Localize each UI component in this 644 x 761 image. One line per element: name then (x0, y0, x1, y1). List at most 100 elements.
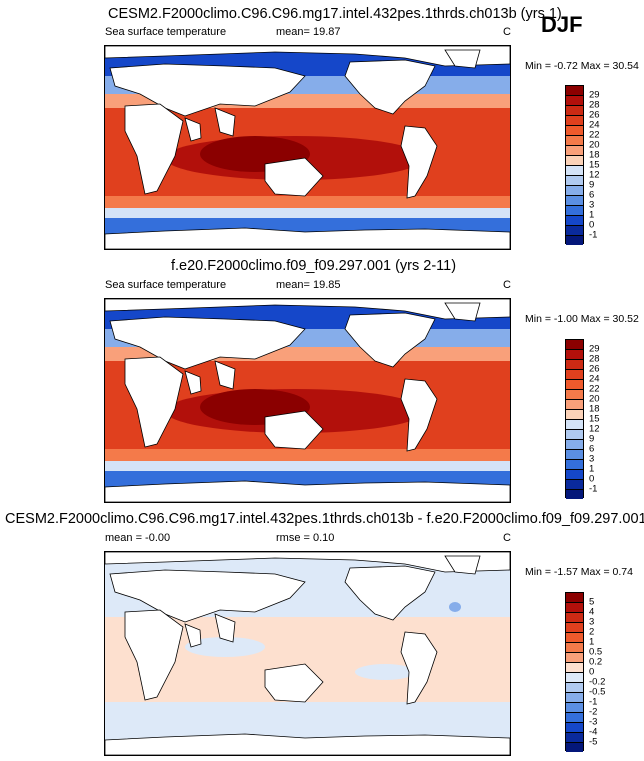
panel-3-mean-label: mean = -0.00 (105, 532, 171, 544)
panel-2-colorbar-box-7 (566, 410, 583, 420)
panel-1-minmax: Min = -0.72 Max = 30.54 (525, 60, 639, 72)
panel-1-variable-label: Sea surface temperature (105, 26, 227, 38)
panel-3-colorbar-box-3 (566, 623, 583, 633)
panel-1-tick: 1 (589, 209, 595, 221)
panel-1-tick: 20 (589, 139, 600, 151)
panel-2-tick: 6 (589, 443, 595, 455)
panel-2-colorbar-box-10 (566, 440, 583, 450)
panel-2-tick: 3 (589, 453, 595, 465)
panel-2-mean-label: mean= 19.85 (276, 279, 341, 291)
panel-3-tick: 0 (589, 666, 595, 678)
panel-3-colorbar-box-5 (566, 643, 583, 653)
panel-1-colorbar-box-6 (566, 146, 583, 156)
panel-3-colorbar-box-8 (566, 673, 583, 683)
panel-2-tick: 9 (589, 433, 595, 445)
panel-2-colorbar-box-6 (566, 400, 583, 410)
panel-2-colorbar-box-11 (566, 450, 583, 460)
panel-2-variable-label: Sea surface temperature (105, 279, 227, 291)
panel-3-tick: -1 (589, 696, 598, 708)
panel-2-tick: 12 (589, 423, 600, 435)
panel-2-colorbar-box-12 (566, 460, 583, 470)
panel-2-units: C (503, 279, 511, 291)
panel-1-title: CESM2.F2000climo.C96.C96.mg17.intel.432p… (108, 6, 562, 22)
panel-3-colorbar-box-2 (566, 613, 583, 623)
panel-1-tick: 6 (589, 189, 595, 201)
panel-1-units: C (503, 26, 511, 38)
panel-2-colorbar (565, 339, 584, 499)
panel-1-tick: 18 (589, 149, 600, 161)
panel-3-tick: 0.5 (589, 646, 603, 658)
panel-3-colorbar-box-10 (566, 693, 583, 703)
panel-3-minmax: Min = -1.57 Max = 0.74 (525, 566, 633, 578)
panel-1-colorbar-box-9 (566, 176, 583, 186)
panel-2-tick: 15 (589, 413, 600, 425)
panel-3-tick: -0.5 (589, 686, 606, 698)
panel-2-tick: 20 (589, 393, 600, 405)
panel-3-colorbar-box-13 (566, 723, 583, 733)
panel-3-colorbar-box-12 (566, 713, 583, 723)
panel-1-tick: 12 (589, 169, 600, 181)
panel-1-colorbar-box-2 (566, 106, 583, 116)
panel-3-map (104, 551, 511, 756)
panel-2-map (104, 298, 511, 503)
panel-1-colorbar-box-8 (566, 166, 583, 176)
panel-1-tick: 22 (589, 129, 600, 141)
panel-2-colorbar-box-5 (566, 390, 583, 400)
panel-3-colorbar-box-14 (566, 733, 583, 743)
panel-2-tick: 26 (589, 363, 600, 375)
panel-2-tick: 29 (589, 343, 600, 355)
panel-1-colorbar-box-14 (566, 226, 583, 236)
panel-3-colorbar-box-0 (566, 593, 583, 603)
panel-2-colorbar-box-9 (566, 430, 583, 440)
panel-2-tick: 24 (589, 373, 600, 385)
panel-2-tick: 1 (589, 463, 595, 475)
panel-2-tick: 28 (589, 353, 600, 365)
panel-2-tick: -1 (589, 483, 598, 495)
panel-3-units: C (503, 532, 511, 544)
panel-3-colorbar-box-11 (566, 703, 583, 713)
panel-3-tick: 0.2 (589, 656, 603, 668)
panel-2-colorbar-box-2 (566, 360, 583, 370)
panel-2-colorbar-box-4 (566, 380, 583, 390)
panel-3-tick: -2 (589, 706, 598, 718)
panel-1-colorbar-box-5 (566, 136, 583, 146)
panel-3-tick: 4 (589, 606, 595, 618)
panel-1-colorbar-box-3 (566, 116, 583, 126)
panel-1-colorbar-box-4 (566, 126, 583, 136)
panel-1-colorbar (565, 85, 584, 245)
panel-2-tick: 22 (589, 383, 600, 395)
panel-2-tick: 18 (589, 403, 600, 415)
panel-3-colorbar-box-1 (566, 603, 583, 613)
panel-3-title: CESM2.F2000climo.C96.C96.mg17.intel.432p… (5, 511, 644, 527)
panel-1-tick: 15 (589, 159, 600, 171)
panel-2-colorbar-box-0 (566, 340, 583, 350)
panel-1-colorbar-box-12 (566, 206, 583, 216)
panel-3-tick: 1 (589, 636, 595, 648)
panel-1-tick: 3 (589, 199, 595, 211)
panel-1-mean-label: mean= 19.87 (276, 26, 341, 38)
panel-3-colorbar-box-4 (566, 633, 583, 643)
panel-2-colorbar-box-1 (566, 350, 583, 360)
panel-1-colorbar-box-13 (566, 216, 583, 226)
panel-3-tick: 5 (589, 596, 595, 608)
panel-2-colorbar-box-15 (566, 490, 583, 499)
panel-1-tick: -1 (589, 229, 598, 241)
panel-1-tick: 9 (589, 179, 595, 191)
panel-1-tick: 26 (589, 109, 600, 121)
panel-3-tick: -5 (589, 736, 598, 748)
panel-1-tick: 0 (589, 219, 595, 231)
panel-2-colorbar-box-3 (566, 370, 583, 380)
panel-3-colorbar-box-6 (566, 653, 583, 663)
panel-3-colorbar (565, 592, 584, 752)
panel-3-tick: -0.2 (589, 676, 606, 688)
panel-3-tick: -3 (589, 716, 598, 728)
panel-1-colorbar-box-7 (566, 156, 583, 166)
panel-2-colorbar-box-14 (566, 480, 583, 490)
panel-3-colorbar-box-9 (566, 683, 583, 693)
panel-1-colorbar-box-11 (566, 196, 583, 206)
panel-2-title: f.e20.F2000climo.f09_f09.297.001 (yrs 2-… (171, 258, 457, 274)
panel-1-colorbar-box-1 (566, 96, 583, 106)
panel-3-colorbar-box-15 (566, 743, 583, 752)
panel-1-tick: 29 (589, 89, 600, 101)
panel-3-tick: -4 (589, 726, 598, 738)
